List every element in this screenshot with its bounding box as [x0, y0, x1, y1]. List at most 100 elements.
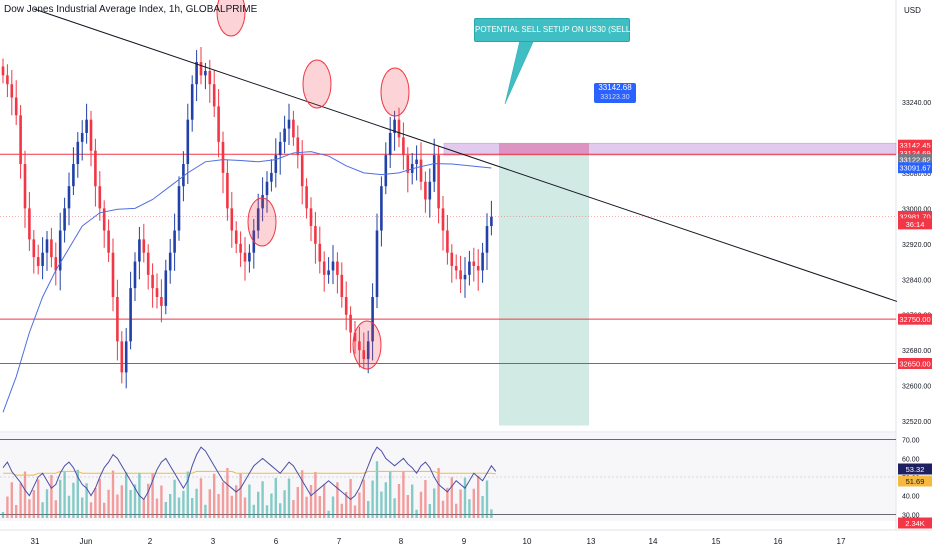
candle-body	[182, 164, 185, 187]
sell-setup-callout: POTENTIAL SELL SETUP ON US30 (SELL STOP)	[474, 18, 657, 42]
candle-body	[274, 155, 278, 173]
volume-bar	[160, 485, 163, 518]
volume-bar	[235, 485, 238, 518]
candle-body	[336, 261, 339, 275]
candle-body	[14, 97, 18, 116]
candle-body	[278, 141, 282, 156]
entry-price-sub: 33123.30	[600, 94, 630, 101]
candle-body	[331, 261, 335, 271]
volume-bar	[472, 488, 475, 518]
time-axis-tick: 14	[649, 537, 658, 546]
volume-bar	[107, 489, 110, 518]
time-axis-tick: 10	[523, 537, 532, 546]
volume-bar	[437, 468, 440, 518]
price-axis-tick: 33000.00	[902, 206, 931, 213]
volume-bar	[309, 485, 313, 518]
price-label: 33124.69	[899, 149, 930, 158]
candle-body	[98, 186, 102, 209]
volume-bar	[389, 471, 392, 518]
candle-body	[340, 274, 344, 298]
candle-body	[164, 270, 168, 306]
volume-bar	[32, 490, 35, 518]
candle-body	[446, 230, 449, 253]
price-axis-tick: 32600.00	[902, 384, 931, 391]
price-label-box	[898, 147, 932, 159]
volume-bar	[441, 500, 445, 518]
candle-body	[160, 297, 163, 306]
volume-bar	[41, 502, 44, 518]
sell-zone	[443, 142, 897, 156]
candle-body	[415, 159, 418, 165]
volume-bar	[380, 491, 383, 518]
candle-body	[239, 243, 242, 253]
moving-average-line	[2, 151, 492, 413]
candle-body	[67, 186, 71, 209]
candle-body	[23, 164, 27, 209]
volume-bar	[10, 482, 13, 518]
candle-body	[459, 270, 462, 280]
volume-bar	[402, 471, 405, 518]
volume-bar	[217, 494, 220, 518]
candle-body	[94, 150, 97, 187]
rsi-label: 2.34K	[905, 519, 925, 528]
candle-body	[322, 261, 326, 275]
price-label-box	[898, 358, 932, 370]
volume-bar	[265, 505, 269, 518]
candle-body	[397, 119, 401, 138]
time-axis-tick: 9	[462, 537, 467, 546]
volume-bar	[323, 484, 326, 518]
volume-bar	[283, 490, 286, 518]
volume-bar	[63, 471, 66, 518]
candle-body	[454, 265, 458, 271]
time-axis-tick: 16	[774, 537, 783, 546]
volume-bar	[367, 501, 370, 518]
candle-body	[472, 261, 476, 266]
volume-bar	[340, 503, 343, 518]
candle-body	[476, 265, 480, 271]
rsi-label-box	[898, 475, 932, 487]
candle-body	[432, 155, 436, 182]
candle-body	[318, 243, 322, 262]
volume-bar	[133, 484, 137, 518]
volume-bar	[151, 473, 154, 518]
volume-bar	[327, 510, 330, 518]
candle-body	[261, 195, 264, 209]
volume-bar	[393, 498, 396, 518]
candle-body	[230, 208, 234, 231]
volume-bar	[349, 479, 352, 518]
price-label-box	[898, 210, 932, 222]
volume-bar	[191, 498, 194, 518]
candle-body	[441, 208, 445, 231]
volume-bar	[446, 487, 449, 518]
time-axis-tick: 8	[399, 537, 404, 546]
volume-bar	[292, 500, 295, 518]
price-label-box	[898, 313, 932, 325]
volume-bar	[353, 505, 357, 518]
price-axis-tick: 32680.00	[902, 348, 931, 355]
volume-bar	[239, 473, 242, 518]
volume-bar	[406, 495, 409, 518]
candle-body	[19, 115, 22, 165]
candle-body	[80, 132, 84, 142]
volume-bar	[6, 496, 9, 518]
highlight-circle	[352, 320, 382, 370]
candle-body	[402, 137, 405, 156]
candle-body	[287, 119, 291, 129]
descending-trendline	[33, 8, 898, 302]
volume-bar	[485, 480, 489, 518]
candle-body	[309, 208, 313, 227]
candle-body	[314, 226, 317, 244]
highlight-circle	[380, 67, 410, 117]
volume-bar	[195, 488, 198, 518]
candle-body	[450, 252, 454, 266]
candle-body	[380, 186, 383, 231]
candle-body	[265, 181, 269, 196]
volume-bar	[177, 497, 181, 518]
candle-body	[485, 226, 489, 253]
price-label: 32981.70	[899, 212, 930, 221]
volume-bar	[221, 482, 225, 518]
volume-bar	[257, 491, 260, 518]
volume-bar	[261, 481, 264, 518]
candle-body	[296, 137, 300, 156]
